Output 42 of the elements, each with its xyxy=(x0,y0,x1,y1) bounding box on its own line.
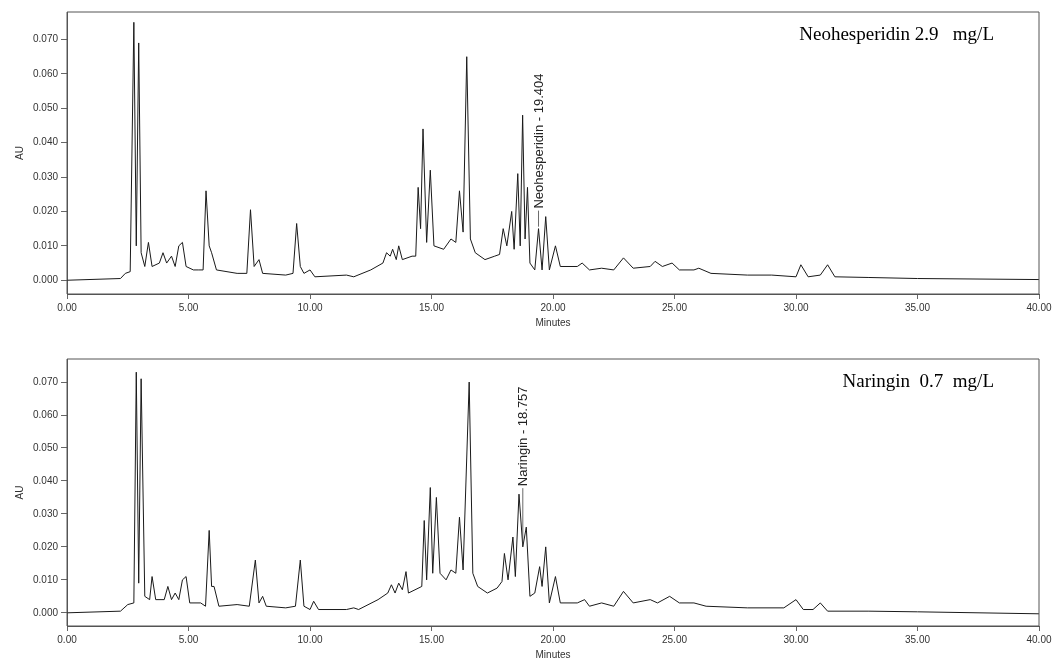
y-tick-label: 0.070 xyxy=(32,33,59,45)
x-tick-label: 40.00 xyxy=(1026,633,1052,645)
y-tick-label: 0.060 xyxy=(32,408,59,420)
y-tick-label: 0.030 xyxy=(32,507,59,519)
y-tick-label: 0.020 xyxy=(32,205,59,217)
annotation: Naringin - 18.757 xyxy=(515,386,531,487)
y-tick-label: 0.010 xyxy=(32,573,59,585)
x-tick-label: 25.00 xyxy=(661,633,688,645)
y-tick-label: 0.070 xyxy=(32,375,59,387)
y-tick-label: 0.000 xyxy=(32,273,59,285)
y-tick-label: 0.060 xyxy=(32,67,59,79)
y-tick-label: 0.040 xyxy=(32,136,59,148)
x-tick-label: 5.00 xyxy=(178,633,199,645)
x-tick-label: 20.00 xyxy=(540,633,566,645)
x-axis-title: Minutes xyxy=(535,648,571,660)
x-tick-label: 0.00 xyxy=(57,633,78,645)
annotation: Naringin 0.7 mg/L xyxy=(842,370,994,392)
x-tick-label: 25.00 xyxy=(661,301,688,313)
y-axis-title: AU xyxy=(13,485,25,500)
x-tick-label: 35.00 xyxy=(904,301,931,313)
y-tick-label: 0.020 xyxy=(32,540,59,552)
annotation: Neohesperidin 2.9 mg/L xyxy=(799,23,994,45)
x-tick-label: 40.00 xyxy=(1026,301,1052,313)
x-tick-label: 15.00 xyxy=(419,633,445,645)
y-tick-label: 0.010 xyxy=(32,239,59,251)
x-tick-label: 20.00 xyxy=(540,301,566,313)
x-axis-title: Minutes xyxy=(535,316,571,328)
x-tick-label: 30.00 xyxy=(783,633,809,645)
x-tick-label: 0.00 xyxy=(57,301,78,313)
x-tick-label: 30.00 xyxy=(783,301,809,313)
y-tick-label: 0.050 xyxy=(32,441,59,453)
annotation: Neohesperidin - 19.404 xyxy=(531,73,547,209)
y-tick-label: 0.030 xyxy=(32,170,59,182)
x-tick-label: 10.00 xyxy=(297,301,323,313)
x-tick-label: 5.00 xyxy=(178,301,199,313)
x-tick-label: 10.00 xyxy=(297,633,323,645)
y-tick-label: 0.050 xyxy=(32,102,59,114)
y-tick-label: 0.040 xyxy=(32,474,59,486)
x-tick-label: 35.00 xyxy=(904,633,931,645)
y-axis-title: AU xyxy=(13,146,25,160)
y-tick-label: 0.000 xyxy=(32,606,59,618)
x-tick-label: 15.00 xyxy=(419,301,445,313)
